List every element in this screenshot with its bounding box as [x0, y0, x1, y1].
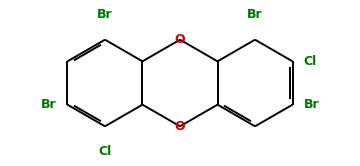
- Text: Br: Br: [41, 98, 57, 111]
- Text: Br: Br: [247, 8, 263, 21]
- Text: O: O: [175, 33, 185, 46]
- Text: Br: Br: [97, 8, 113, 21]
- Text: Cl: Cl: [303, 55, 317, 68]
- Text: Br: Br: [303, 98, 319, 111]
- Text: O: O: [175, 120, 185, 133]
- Text: Cl: Cl: [98, 145, 112, 158]
